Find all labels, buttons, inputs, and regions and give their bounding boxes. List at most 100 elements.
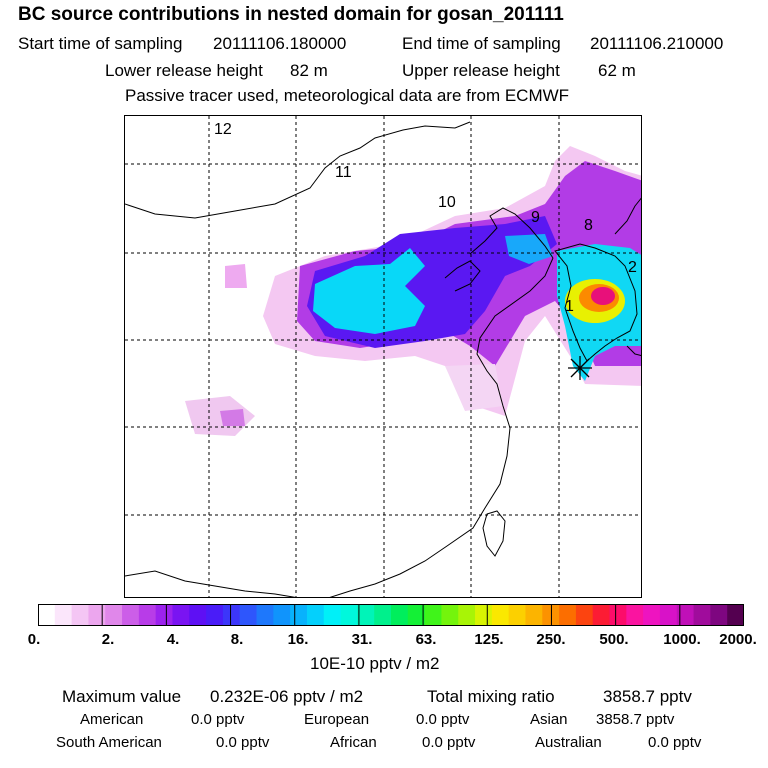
cbar-tick-9: 500.	[599, 631, 629, 648]
cbar-tick-10: 1000.	[663, 631, 701, 648]
colorbar-swatch	[643, 604, 661, 626]
source-name-australian: Australian	[535, 734, 602, 751]
colorbar-swatch	[727, 604, 744, 626]
cbar-tick-0: 0.	[27, 631, 41, 648]
colorbar-border	[38, 604, 744, 626]
colorbar-swatch	[441, 604, 459, 626]
trajectory-label-layer: 12 11 10 9 8 2 1	[214, 121, 637, 315]
source-name-african: African	[330, 734, 377, 751]
colorbar-swatch	[71, 604, 89, 626]
colorbar-swatch	[391, 604, 409, 626]
cbar-tick-6: 63.	[415, 631, 437, 648]
coastline-bohai	[469, 207, 554, 259]
traj-label-11: 11	[335, 164, 352, 181]
colorbar-unit-label: 10E-10 pptv / m2	[310, 654, 440, 673]
plume-patch-a	[225, 264, 247, 288]
colorbar-swatch	[38, 604, 56, 626]
colorbar-swatch	[222, 604, 241, 626]
start-time-value: 20111106.180000	[213, 34, 347, 53]
source-value-south-american: 0.0 pptv	[216, 734, 270, 751]
source-name-european: European	[304, 711, 370, 728]
plume-layer	[185, 146, 641, 436]
colorbar-swatch	[323, 604, 342, 626]
traj-label-10: 10	[438, 194, 456, 211]
colorbar-swatch	[340, 604, 358, 626]
colorbar-swatch	[290, 604, 308, 626]
max-value: 0.232E-06 pptv / m2	[210, 687, 364, 706]
cbar-tick-8: 250.	[536, 631, 566, 648]
traj-label-8: 8	[584, 217, 593, 234]
cbar-tick-3: 8.	[230, 631, 244, 648]
source-name-asian: Asian	[530, 711, 568, 728]
upper-release-label: Upper release height	[402, 61, 560, 80]
colorbar-swatch	[508, 604, 526, 626]
colorbar-swatch	[542, 604, 560, 626]
plume-patch-b	[185, 396, 255, 436]
source-value-european: 0.0 pptv	[416, 711, 470, 728]
map-panel: 12 11 10 9 8 2 1	[124, 115, 642, 598]
colorbar-swatch	[306, 604, 325, 626]
coastline-japan	[614, 197, 641, 357]
coastline-taiwan	[482, 510, 506, 557]
traj-label-9: 9	[531, 209, 540, 226]
traj-label-2: 2	[628, 259, 637, 276]
colorbar-swatch	[256, 604, 274, 626]
colorbar-swatch	[424, 604, 442, 626]
colorbar-swatch	[138, 604, 157, 626]
source-name-south-american: South American	[56, 734, 162, 751]
start-time-label: Start time of sampling	[18, 34, 183, 53]
colorbar-swatch	[239, 604, 258, 626]
colorbar-swatch	[206, 604, 224, 626]
colorbar-swatch	[155, 604, 173, 626]
traj-label-12: 12	[214, 121, 232, 138]
colorbar-swatch	[105, 604, 123, 626]
colorbar-swatch	[491, 604, 510, 626]
colorbar-swatch	[609, 604, 627, 626]
colorbar-swatch	[172, 604, 190, 626]
colorbar-swatch	[88, 604, 106, 626]
total-mixing-value: 3858.7 pptv	[603, 687, 692, 706]
colorbar-swatch	[676, 604, 695, 626]
colorbar-swatch	[458, 604, 476, 626]
chart-title: BC source contributions in nested domain…	[18, 4, 564, 25]
colorbar-swatch	[189, 604, 207, 626]
source-value-asian: 3858.7 pptv	[596, 711, 675, 728]
lower-release-label: Lower release height	[105, 61, 263, 80]
colorbar-swatch	[626, 604, 644, 626]
coastline-korea	[554, 243, 638, 362]
upper-release-value: 62 m	[598, 61, 636, 80]
source-value-american: 0.0 pptv	[191, 711, 245, 728]
end-time-label: End time of sampling	[402, 34, 561, 53]
coastline-china-east	[329, 257, 554, 597]
colorbar-swatch	[407, 604, 426, 626]
colorbar-swatch	[710, 604, 728, 626]
cbar-tick-11: 2000.	[719, 631, 757, 648]
map-svg: 12 11 10 9 8 2 1	[125, 116, 641, 597]
cbar-tick-7: 125.	[474, 631, 504, 648]
plume-korea-red	[591, 287, 615, 305]
cbar-tick-1: 2.	[101, 631, 115, 648]
colorbar-swatch	[659, 604, 678, 626]
tracer-note: Passive tracer used, meteorological data…	[125, 86, 570, 105]
traj-label-1: 1	[565, 298, 574, 315]
colorbar-swatch	[54, 604, 73, 626]
plume-patch-c	[220, 409, 245, 426]
cbar-tick-5: 31.	[351, 631, 373, 648]
cbar-tick-4: 16.	[287, 631, 309, 648]
colorbar-swatch	[592, 604, 611, 626]
colorbar-swatch	[559, 604, 577, 626]
coastline-layer	[125, 121, 641, 597]
source-name-american: American	[80, 711, 144, 728]
cbar-tick-2: 4.	[166, 631, 180, 648]
lower-release-value: 82 m	[290, 61, 328, 80]
colorbar-swatch	[575, 604, 594, 626]
coastline-shandong	[444, 260, 481, 292]
receptor-star-icon	[568, 356, 592, 380]
colorbar	[38, 604, 744, 626]
colorbar-swatch	[525, 604, 543, 626]
colorbar-swatch	[122, 604, 140, 626]
coastline-north	[125, 121, 471, 219]
border-south	[125, 570, 297, 597]
plume-cyan	[313, 248, 425, 334]
